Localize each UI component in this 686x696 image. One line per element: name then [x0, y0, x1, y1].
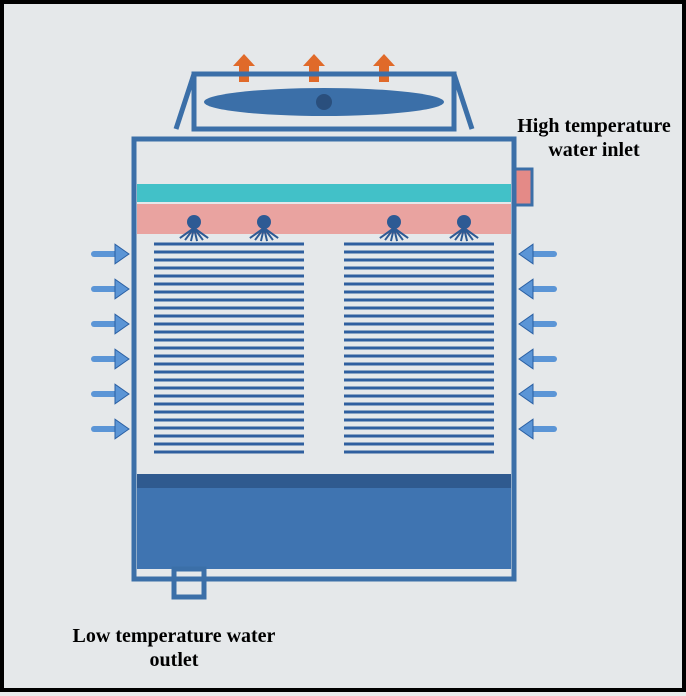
label-high-temp-inlet: High temperature water inlet	[504, 114, 684, 162]
cooling-tower-diagram	[4, 4, 686, 696]
spray-nozzle-icon	[457, 215, 471, 229]
air-inlet-arrow-icon	[519, 244, 533, 264]
air-inlet-arrow-icon	[519, 279, 533, 299]
air-inlet-arrow-icon	[115, 349, 129, 369]
air-inlet-arrow-icon	[115, 384, 129, 404]
air-inlet-arrow-icon	[115, 279, 129, 299]
inlet-band	[137, 184, 511, 202]
hot-air-arrow-icon	[303, 54, 325, 82]
inlet-pipe	[514, 169, 532, 205]
air-inlet-arrow-icon	[519, 314, 533, 334]
hot-air-arrow-icon	[373, 54, 395, 82]
air-inlet-arrow-icon	[115, 314, 129, 334]
air-inlet-arrow-icon	[519, 384, 533, 404]
hot-air-arrow-icon	[233, 54, 255, 82]
spray-nozzle-icon	[387, 215, 401, 229]
air-inlet-arrow-icon	[519, 349, 533, 369]
label-low-temp-outlet: Low temperature water outlet	[64, 624, 284, 672]
spray-nozzle-icon	[257, 215, 271, 229]
air-inlet-arrow-icon	[115, 419, 129, 439]
air-inlet-arrow-icon	[115, 244, 129, 264]
spray-nozzle-icon	[187, 215, 201, 229]
air-inlet-arrow-icon	[519, 419, 533, 439]
diagram-frame: High temperature water inlet Low tempera…	[0, 0, 686, 692]
water-basin	[137, 474, 511, 569]
